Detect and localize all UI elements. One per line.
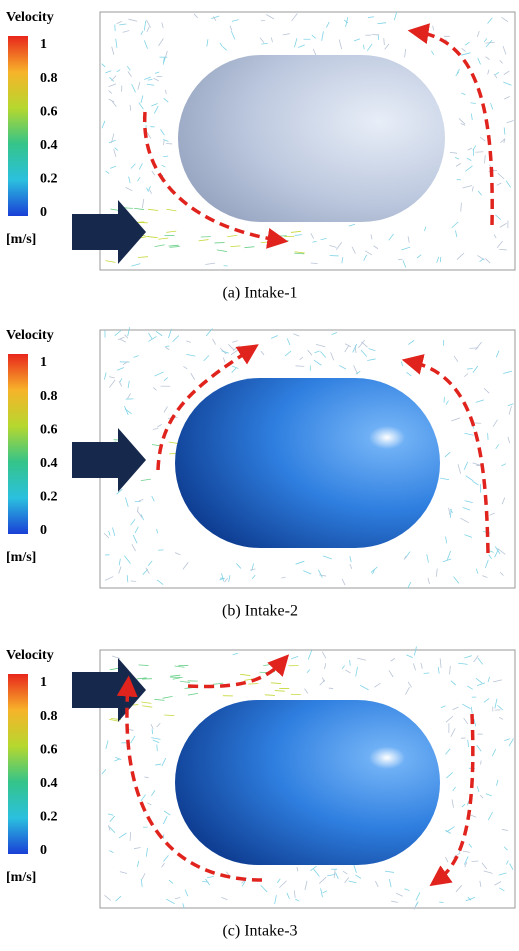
- legend-tick-label: 0.6: [40, 742, 58, 757]
- legend-tick-label: 1: [40, 37, 47, 52]
- legend-tick-label: 0.4: [40, 456, 58, 471]
- legend-unit: [m/s]: [6, 870, 36, 885]
- legend-tick-label: 1: [40, 355, 47, 370]
- legend-title: Velocity: [6, 328, 54, 343]
- legend-tick-label: 0: [40, 843, 47, 858]
- legend-tick-label: 1: [40, 675, 47, 690]
- caption: (b) Intake-2: [222, 603, 298, 620]
- legend-title: Velocity: [6, 10, 54, 25]
- legend-tick-label: 0.8: [40, 389, 58, 404]
- caption: (a) Intake-1: [222, 285, 297, 302]
- panel: Velocity 1 0.8 0.6 0.4 0.2 0 [m/s] (c) Intake-3: [6, 647, 515, 940]
- legend-tick-label: 0.4: [40, 138, 58, 153]
- legend-tick-label: 0.6: [40, 104, 58, 119]
- flow-vector: [467, 368, 473, 369]
- legend-tick-label: 0.8: [40, 71, 58, 86]
- panel: Velocity 1 0.8 0.6 0.4 0.2 0 [m/s] (b) Intake-2: [6, 327, 515, 620]
- legend-tick-label: 0.2: [40, 490, 58, 505]
- caption: (c) Intake-3: [222, 923, 297, 940]
- legend-tick-label: 0.4: [40, 776, 58, 791]
- legend-tick-label: 0: [40, 205, 47, 220]
- legend-tick-label: 0.2: [40, 172, 58, 187]
- colorbar: [8, 674, 28, 854]
- flow-vector: [475, 152, 483, 153]
- capsule: [178, 55, 445, 222]
- flow-vector: [202, 881, 208, 882]
- legend-tick-label: 0.6: [40, 422, 58, 437]
- colorbar: [8, 36, 28, 216]
- legend-tick-label: 0: [40, 523, 47, 538]
- capsule: [175, 378, 440, 548]
- legend-tick-label: 0.2: [40, 810, 58, 825]
- flow-vector: [130, 832, 131, 841]
- panel: Velocity 1 0.8 0.6 0.4 0.2 0 [m/s] (a) Intake-1: [6, 10, 515, 301]
- legend-title: Velocity: [6, 648, 54, 663]
- legend-tick-label: 0.8: [40, 709, 58, 724]
- colorbar: [8, 354, 28, 534]
- legend-unit: [m/s]: [6, 550, 36, 565]
- flow-vector: [499, 249, 507, 250]
- capsule: [175, 700, 440, 865]
- figure: Velocity10.80.60.40.20[m/s](a) Intake-1V…: [0, 0, 519, 951]
- flow-vector: [472, 861, 479, 862]
- flow-vector: [248, 684, 258, 685]
- flow-vector: [378, 35, 379, 40]
- legend-unit: [m/s]: [6, 232, 36, 247]
